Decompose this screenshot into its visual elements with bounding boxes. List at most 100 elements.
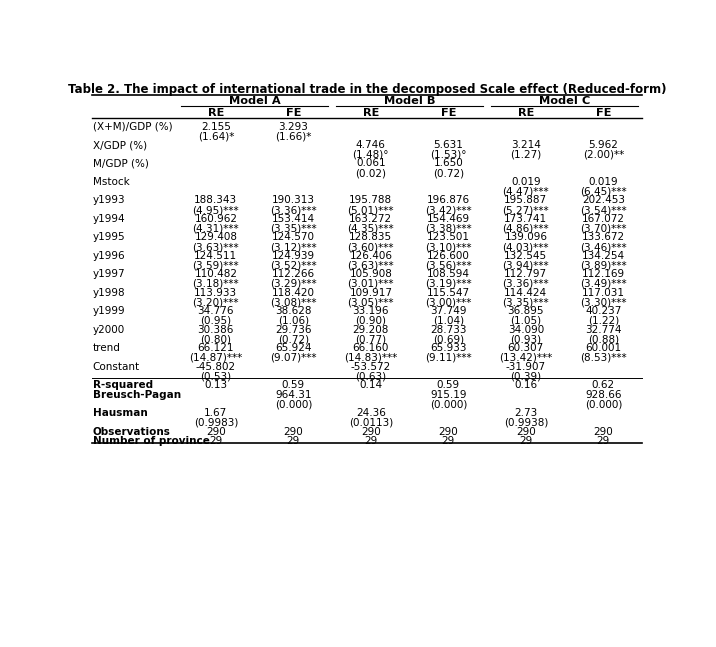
- Text: 24.36: 24.36: [356, 408, 386, 419]
- Text: 128.835: 128.835: [349, 232, 392, 243]
- Text: 964.31: 964.31: [275, 390, 311, 400]
- Text: (0.72): (0.72): [278, 334, 309, 344]
- Text: 3.293: 3.293: [279, 122, 309, 131]
- Text: (1.22): (1.22): [588, 316, 619, 326]
- Text: (1.64)*: (1.64)*: [198, 131, 234, 141]
- Text: 2.73: 2.73: [514, 408, 538, 419]
- Text: (4.31)***: (4.31)***: [193, 224, 239, 234]
- Text: FE: FE: [596, 107, 611, 118]
- Text: 29: 29: [596, 437, 610, 446]
- Text: (0.000): (0.000): [430, 399, 467, 410]
- Text: 30.386: 30.386: [198, 325, 234, 334]
- Text: 124.939: 124.939: [272, 251, 315, 261]
- Text: 112.169: 112.169: [582, 269, 625, 280]
- Text: 124.511: 124.511: [194, 251, 238, 261]
- Text: (5.27)***: (5.27)***: [503, 205, 549, 215]
- Text: 0.59: 0.59: [437, 380, 460, 390]
- Text: 290: 290: [361, 427, 381, 437]
- Text: 5.631: 5.631: [433, 140, 463, 150]
- Text: FE: FE: [286, 107, 301, 118]
- Text: Observations: Observations: [92, 427, 170, 437]
- Text: 5.962: 5.962: [589, 140, 618, 150]
- Text: (3.35)***: (3.35)***: [270, 224, 316, 234]
- Text: Breusch-Pagan: Breusch-Pagan: [92, 390, 180, 400]
- Text: 66.121: 66.121: [198, 344, 234, 353]
- Text: 0.62: 0.62: [591, 380, 615, 390]
- Text: 34.776: 34.776: [198, 306, 234, 316]
- Text: 0.061: 0.061: [356, 159, 386, 168]
- Text: 190.313: 190.313: [272, 195, 315, 206]
- Text: 29: 29: [209, 437, 223, 446]
- Text: 32.774: 32.774: [585, 325, 621, 334]
- Text: (3.35)***: (3.35)***: [503, 298, 549, 307]
- Text: (14.87)***: (14.87)***: [189, 353, 243, 363]
- Text: 290: 290: [206, 427, 226, 437]
- Text: (1.27): (1.27): [511, 149, 541, 160]
- Text: 34.090: 34.090: [508, 325, 544, 334]
- Text: (X+M)/GDP (%): (X+M)/GDP (%): [92, 122, 173, 131]
- Text: (0.77): (0.77): [355, 334, 387, 344]
- Text: 154.469: 154.469: [427, 214, 470, 224]
- Text: 126.600: 126.600: [427, 251, 470, 261]
- Text: (1.66)*: (1.66)*: [275, 131, 311, 141]
- Text: 0.019: 0.019: [589, 177, 618, 187]
- Text: 290: 290: [516, 427, 536, 437]
- Text: 167.072: 167.072: [582, 214, 625, 224]
- Text: 113.933: 113.933: [194, 288, 238, 298]
- Text: (3.30)***: (3.30)***: [580, 298, 626, 307]
- Text: (1.53)°: (1.53)°: [430, 149, 467, 160]
- Text: (4.86)***: (4.86)***: [503, 224, 549, 234]
- Text: 108.594: 108.594: [427, 269, 470, 280]
- Text: (3.12)***: (3.12)***: [270, 242, 316, 252]
- Text: X/GDP (%): X/GDP (%): [92, 140, 147, 150]
- Text: (0.95): (0.95): [200, 316, 231, 326]
- Text: (0.0113): (0.0113): [349, 418, 393, 428]
- Text: (4.95)***: (4.95)***: [193, 205, 239, 215]
- Text: 134.254: 134.254: [582, 251, 625, 261]
- Text: 36.895: 36.895: [508, 306, 544, 316]
- Text: (3.19)***: (3.19)***: [425, 279, 472, 289]
- Text: (3.63)***: (3.63)***: [193, 242, 239, 252]
- Text: 105.908: 105.908: [349, 269, 392, 280]
- Text: -53.572: -53.572: [351, 362, 391, 372]
- Text: Number of province: Number of province: [92, 437, 210, 446]
- Text: M/GDP (%): M/GDP (%): [92, 159, 148, 168]
- Text: Model C: Model C: [539, 96, 590, 106]
- Text: (13.42)***: (13.42)***: [499, 353, 553, 363]
- Text: (3.59)***: (3.59)***: [193, 261, 239, 270]
- Text: 290: 290: [594, 427, 613, 437]
- Text: y1998: y1998: [92, 288, 125, 298]
- Text: (3.52)***: (3.52)***: [270, 261, 316, 270]
- Text: (0.69): (0.69): [432, 334, 464, 344]
- Text: 109.917: 109.917: [349, 288, 392, 298]
- Text: (3.36)***: (3.36)***: [503, 279, 549, 289]
- Text: 28.733: 28.733: [430, 325, 467, 334]
- Text: (0.72): (0.72): [432, 168, 464, 178]
- Text: (9.07)***: (9.07)***: [270, 353, 316, 363]
- Text: 4.746: 4.746: [356, 140, 386, 150]
- Text: (3.29)***: (3.29)***: [270, 279, 316, 289]
- Text: (6.45)***: (6.45)***: [580, 186, 626, 197]
- Text: 60.307: 60.307: [508, 344, 544, 353]
- Text: 195.788: 195.788: [349, 195, 392, 206]
- Text: 2.155: 2.155: [201, 122, 231, 131]
- Text: (9.11)***: (9.11)***: [425, 353, 472, 363]
- Text: 133.672: 133.672: [582, 232, 625, 243]
- Text: 126.406: 126.406: [349, 251, 392, 261]
- Text: RE: RE: [518, 107, 534, 118]
- Text: 1.650: 1.650: [433, 159, 463, 168]
- Text: 290: 290: [438, 427, 458, 437]
- Text: (0.000): (0.000): [585, 399, 622, 410]
- Text: 173.741: 173.741: [504, 214, 548, 224]
- Text: (3.89)***: (3.89)***: [580, 261, 626, 270]
- Text: 114.424: 114.424: [504, 288, 548, 298]
- Text: 202.453: 202.453: [582, 195, 625, 206]
- Text: 188.343: 188.343: [194, 195, 238, 206]
- Text: (0.90): (0.90): [355, 316, 387, 326]
- Text: (2.00)**: (2.00)**: [583, 149, 624, 160]
- Text: RE: RE: [208, 107, 224, 118]
- Text: y1993: y1993: [92, 195, 125, 206]
- Text: (3.54)***: (3.54)***: [580, 205, 626, 215]
- Text: 129.408: 129.408: [194, 232, 237, 243]
- Text: (0.9938): (0.9938): [503, 418, 548, 428]
